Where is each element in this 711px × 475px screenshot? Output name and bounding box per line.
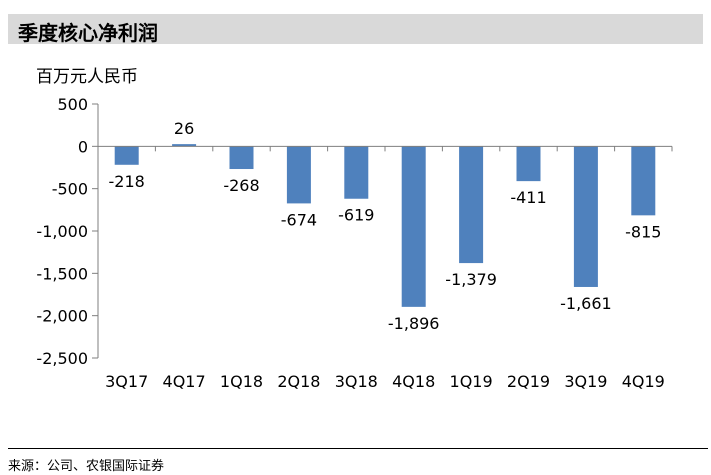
x-tick-label: 2Q19 [507,372,550,391]
data-label: -674 [281,210,317,229]
source-divider [8,448,708,449]
data-label: 26 [174,119,194,138]
data-label: -815 [625,222,661,241]
data-label: -268 [223,176,259,195]
data-label: -619 [338,206,374,225]
bar [172,144,197,147]
x-tick-label: 4Q17 [163,372,206,391]
x-tick-label: 3Q18 [335,372,378,391]
y-tick-label: -2,500 [36,349,88,368]
y-tick-label: -2,000 [36,307,88,326]
bar [344,146,369,199]
data-label: -411 [510,188,546,207]
bar [229,146,254,170]
chart-title: 季度核心净利润 [18,21,158,45]
x-tick-label: 2Q18 [277,372,320,391]
x-tick-label: 3Q17 [105,372,148,391]
bar-chart: 500 0 -500 -1,000 -1,500 -2,000 -2,500 -218 3Q17… [36,95,673,391]
data-label: -1,661 [560,294,612,313]
data-label: -1,896 [388,314,440,333]
bar [286,146,311,204]
bar [573,146,598,287]
bar [459,146,484,264]
unit-label: 百万元人民币 [36,67,138,87]
y-tick-label: -500 [52,180,88,199]
data-label: -218 [109,172,145,191]
source-note: 来源：公司、农银国际证券 [8,459,165,474]
y-tick-label: -1,000 [36,222,88,241]
title-bar: 季度核心净利润 [8,14,703,45]
data-label: -1,379 [445,270,497,289]
bar [516,146,541,182]
bar [631,146,656,216]
y-tick-label: 0 [78,137,88,156]
x-tick-label: 4Q18 [392,372,435,391]
x-tick-label: 3Q19 [564,372,607,391]
x-tick-label: 1Q19 [450,372,493,391]
bar [114,146,139,165]
x-tick-label: 4Q19 [622,372,665,391]
x-tick-label: 1Q18 [220,372,263,391]
y-tick-label: 500 [57,95,88,114]
bar [401,146,426,307]
y-tick-label: -1,500 [36,264,88,283]
